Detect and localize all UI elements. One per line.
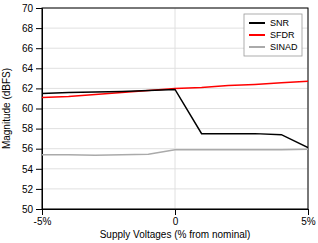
legend-swatch <box>249 34 265 36</box>
y-axis-title: Magnitude (dBFS) <box>1 68 12 149</box>
tick-label: 64 <box>22 63 34 74</box>
legend-box <box>244 14 302 56</box>
y-axis: 50 52 54 56 58 60 62 64 66 68 70 <box>22 3 43 215</box>
tick: 68 <box>22 23 42 34</box>
tick-label: 56 <box>22 143 34 154</box>
tick-mark <box>36 8 42 9</box>
tick: 56 <box>22 143 42 154</box>
legend-item: SNR <box>249 18 290 28</box>
tick-label: 70 <box>22 3 34 14</box>
tick-label: 66 <box>22 43 34 54</box>
tick: 62 <box>22 83 42 94</box>
tick-mark <box>36 149 42 150</box>
tick-label: 58 <box>22 123 34 134</box>
tick: 58 <box>22 123 42 134</box>
tick-label: 0 <box>173 216 179 227</box>
tick: 60 <box>22 103 42 114</box>
line <box>42 149 308 155</box>
tick-mark <box>36 189 42 190</box>
legend-item: SINAD <box>249 42 298 52</box>
legend-item: SFDR <box>249 30 295 40</box>
tick: 0 <box>173 209 179 227</box>
plot-frame <box>42 8 308 209</box>
tick-mark <box>36 169 42 170</box>
tick-mark <box>36 28 42 29</box>
tick-mark <box>308 209 309 215</box>
legend-swatch <box>249 22 265 24</box>
legend: SNR SFDR SINAD <box>244 14 302 56</box>
tick: 66 <box>22 43 42 54</box>
tick-label: 5% <box>301 216 316 227</box>
tick-label: 60 <box>22 103 34 114</box>
tick: 54 <box>22 164 42 175</box>
tick: 70 <box>22 3 42 14</box>
tick: -5% <box>34 209 52 227</box>
tick-mark <box>36 68 42 69</box>
tick-mark <box>36 209 42 210</box>
tick-label: 52 <box>22 184 34 195</box>
axis-domain <box>43 210 309 216</box>
tick: 50 <box>22 204 42 215</box>
grid <box>42 8 308 209</box>
tick-label: 54 <box>22 164 34 175</box>
x-axis-title: Supply Voltages (% from nominal) <box>100 229 251 240</box>
tick-mark <box>175 209 176 215</box>
lines <box>42 81 308 155</box>
tick: 5% <box>301 209 316 227</box>
tick-label: 62 <box>22 83 34 94</box>
grid-line-x <box>175 8 176 209</box>
plot: -5% 0 5% 50 52 54 56 58 60 62 64 66 68 70 Supply Volta… <box>1 3 316 240</box>
tick: 64 <box>22 63 42 74</box>
tick-mark <box>36 48 42 49</box>
x-axis: -5% 0 5% <box>34 209 316 227</box>
chart: -5% 0 5% 50 52 54 56 58 60 62 64 66 68 70 Supply Volta… <box>0 0 318 243</box>
legend-label: SFDR <box>270 30 295 40</box>
tick-label: -5% <box>34 216 52 227</box>
tick-label: 50 <box>22 204 34 215</box>
tick-mark <box>36 129 42 130</box>
tick-label: 68 <box>22 23 34 34</box>
tick-mark <box>36 109 42 110</box>
legend-label: SINAD <box>270 42 298 52</box>
legend-label: SNR <box>270 18 290 28</box>
legend-swatch <box>249 46 265 48</box>
line <box>42 89 308 147</box>
tick: 52 <box>22 184 42 195</box>
tick-mark <box>36 88 42 89</box>
